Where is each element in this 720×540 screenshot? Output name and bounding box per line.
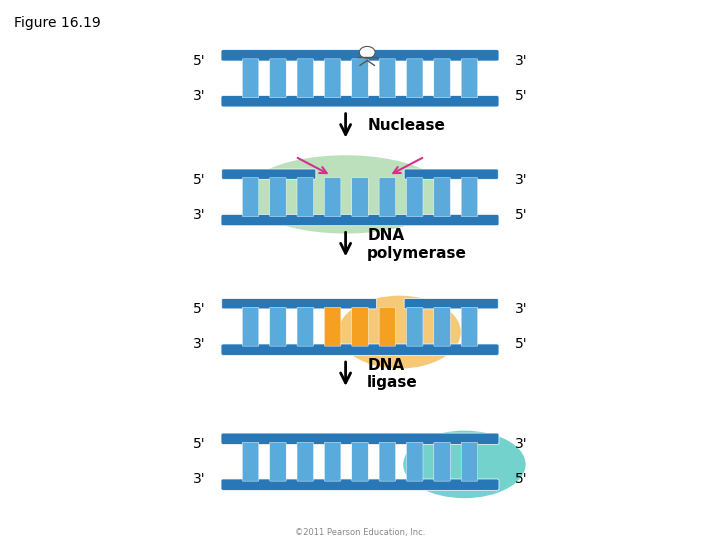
FancyBboxPatch shape [462,442,477,481]
Text: 3': 3' [515,302,528,316]
Text: 5': 5' [515,472,528,486]
FancyBboxPatch shape [221,50,499,61]
Ellipse shape [403,431,526,498]
Circle shape [359,46,375,58]
FancyBboxPatch shape [221,433,499,444]
FancyBboxPatch shape [243,59,258,98]
Text: 5': 5' [515,89,528,103]
Text: DNA
ligase: DNA ligase [367,357,418,390]
FancyBboxPatch shape [379,442,395,481]
Text: 5': 5' [515,208,528,221]
FancyBboxPatch shape [297,442,313,481]
Text: 5': 5' [515,338,528,351]
FancyBboxPatch shape [434,178,450,217]
FancyBboxPatch shape [407,59,423,98]
FancyBboxPatch shape [222,299,377,309]
FancyBboxPatch shape [297,178,313,217]
FancyBboxPatch shape [352,442,368,481]
FancyBboxPatch shape [243,178,258,217]
FancyBboxPatch shape [379,59,395,98]
Text: 3': 3' [192,472,205,486]
FancyBboxPatch shape [379,178,395,217]
Text: 3': 3' [192,208,205,221]
Text: 3': 3' [515,173,528,186]
Text: 5': 5' [192,437,205,451]
Text: 5': 5' [192,173,205,186]
FancyBboxPatch shape [434,59,450,98]
Text: 3': 3' [515,54,528,68]
FancyBboxPatch shape [404,299,498,309]
FancyBboxPatch shape [243,442,258,481]
FancyBboxPatch shape [221,344,499,355]
FancyBboxPatch shape [352,59,368,98]
FancyBboxPatch shape [407,178,423,217]
Text: Nuclease: Nuclease [367,118,445,133]
Text: 5': 5' [192,302,205,316]
FancyBboxPatch shape [222,169,316,179]
FancyBboxPatch shape [462,59,477,98]
FancyBboxPatch shape [221,479,499,490]
Ellipse shape [338,295,461,368]
FancyBboxPatch shape [221,214,499,226]
Text: 5': 5' [192,54,205,68]
FancyBboxPatch shape [404,169,498,179]
FancyBboxPatch shape [434,442,450,481]
FancyBboxPatch shape [270,178,286,217]
FancyBboxPatch shape [243,307,258,346]
FancyBboxPatch shape [407,307,423,346]
FancyBboxPatch shape [270,442,286,481]
FancyBboxPatch shape [270,59,286,98]
FancyBboxPatch shape [462,178,477,217]
FancyBboxPatch shape [352,307,368,346]
Text: DNA
polymerase: DNA polymerase [367,228,467,261]
FancyBboxPatch shape [297,307,313,346]
FancyBboxPatch shape [325,442,341,481]
FancyBboxPatch shape [352,178,368,217]
FancyBboxPatch shape [325,59,341,98]
Text: ©2011 Pearson Education, Inc.: ©2011 Pearson Education, Inc. [294,528,426,537]
Text: 3': 3' [515,437,528,451]
Text: Figure 16.19: Figure 16.19 [14,16,101,30]
FancyBboxPatch shape [407,442,423,481]
FancyBboxPatch shape [221,96,499,107]
FancyBboxPatch shape [325,307,341,346]
FancyBboxPatch shape [462,307,477,346]
FancyBboxPatch shape [434,307,450,346]
FancyBboxPatch shape [379,307,395,346]
FancyBboxPatch shape [270,307,286,346]
Text: 3': 3' [192,89,205,103]
Text: 3': 3' [192,338,205,351]
FancyBboxPatch shape [325,178,341,217]
FancyBboxPatch shape [297,59,313,98]
Ellipse shape [245,156,446,233]
